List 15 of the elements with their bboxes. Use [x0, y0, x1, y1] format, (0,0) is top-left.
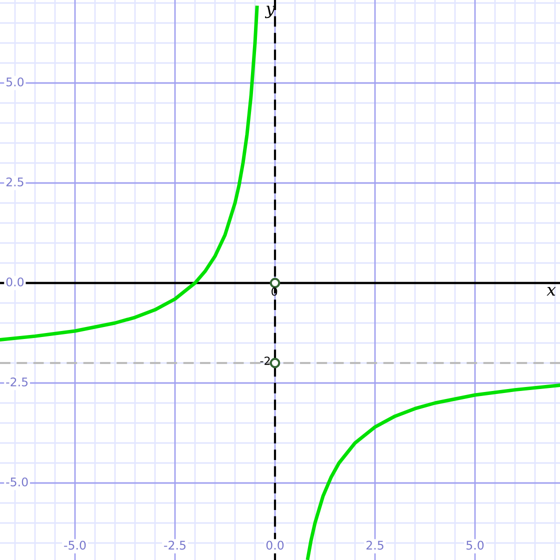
x-tick-label: 0.0 — [266, 540, 284, 550]
y-tick-label: 5.0 — [6, 77, 24, 86]
annotation: -2 — [260, 356, 270, 365]
x-tick-label: 5.0 — [466, 540, 484, 550]
line-series — [0, 6, 259, 342]
x-axis-title: x — [546, 287, 556, 296]
y-tick-label: 2.5 — [6, 177, 24, 186]
x-tick-label: -5.0 — [64, 540, 86, 550]
annotation: 0 — [272, 287, 278, 296]
y-tick-label: 0.0 — [6, 277, 24, 286]
y-tick-label: -2.5 — [6, 377, 28, 386]
x-tick-label: 2.5 — [366, 540, 384, 550]
y-tick-label: -5.0 — [6, 477, 28, 486]
line-series — [306, 384, 560, 560]
x-tick-label: -2.5 — [164, 540, 186, 550]
